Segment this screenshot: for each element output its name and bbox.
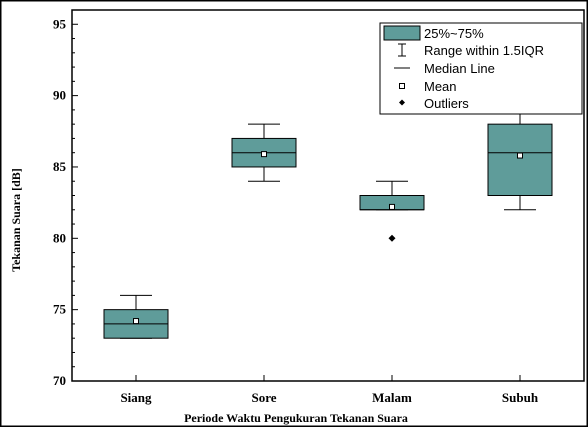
legend-symbol-box	[383, 25, 421, 41]
legend-entry-label: Outliers	[424, 96, 469, 111]
legend-entry-label: Mean	[424, 79, 457, 94]
legend-symbol-outlier	[399, 99, 405, 106]
mean-marker	[389, 203, 395, 210]
x-tick-label: Malam	[372, 390, 412, 405]
x-axis: Siang Sore Malam Subuh	[120, 375, 539, 405]
x-tick-label: Sore	[251, 390, 276, 405]
mean-marker	[133, 318, 139, 325]
box-series	[103, 95, 553, 339]
y-tick-label: 90	[53, 88, 66, 103]
y-axis: 70 75 80 85 90 95	[53, 9, 78, 388]
y-tick-label: 95	[53, 16, 67, 31]
x-axis-label: Periode Waktu Pengukuran Tekanan Suara	[184, 411, 408, 425]
mean-marker	[517, 152, 523, 159]
legend: 25%~75% Range within 1.5IQR Median Line Mea…	[379, 22, 583, 115]
legend-entry-label: Range within 1.5IQR	[424, 43, 544, 58]
box-siang	[103, 294, 169, 339]
iqr-box	[487, 123, 553, 196]
legend-entry-label: Median Line	[424, 61, 495, 76]
box-subuh	[487, 95, 553, 211]
box-malam	[359, 180, 425, 242]
y-axis-label: Tekanan Suara [dB]	[9, 168, 23, 272]
y-tick-label: 80	[53, 230, 66, 245]
y-tick-label: 85	[53, 159, 67, 174]
y-tick-label: 75	[53, 302, 67, 317]
x-tick-label: Siang	[120, 390, 152, 405]
box-sore	[231, 123, 297, 182]
legend-entry-label: 25%~75%	[424, 26, 484, 41]
legend-symbol-mean	[399, 83, 405, 89]
outlier-marker	[388, 234, 396, 242]
x-tick-label: Subuh	[502, 390, 539, 405]
mean-marker	[261, 151, 267, 158]
y-tick-label: 70	[53, 373, 66, 388]
